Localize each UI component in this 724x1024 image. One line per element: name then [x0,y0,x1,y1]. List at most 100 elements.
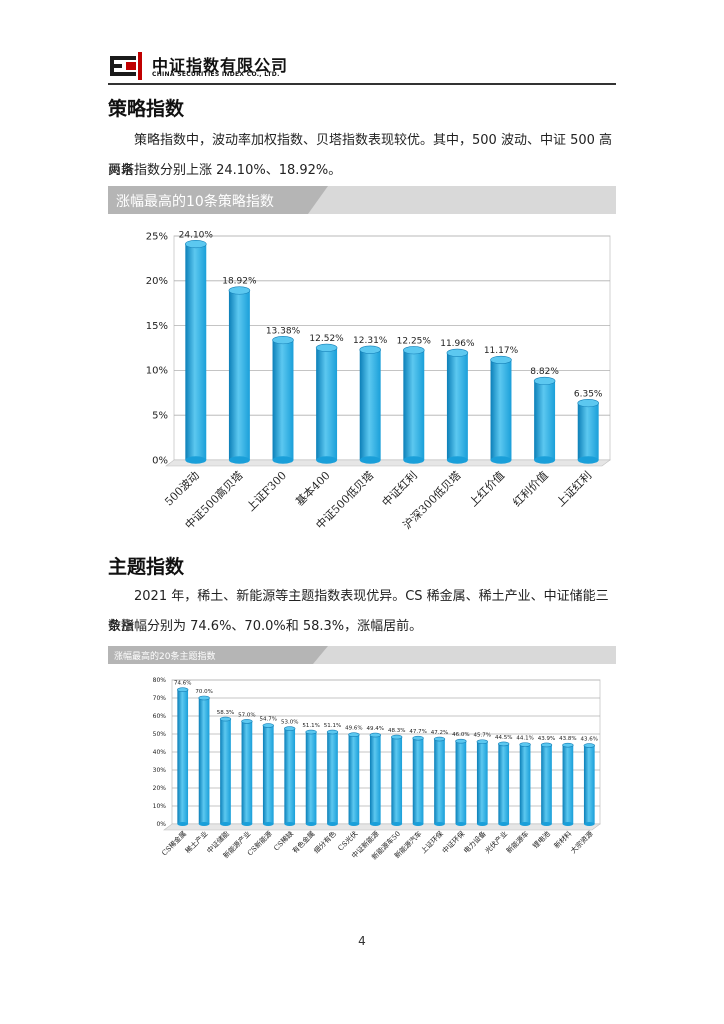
bar [348,734,360,824]
category-label: 上证红利 [554,469,594,509]
y-tick-label: 5% [152,411,168,422]
category-label: 有色金属 [290,829,316,855]
y-tick-label: 30% [153,767,167,774]
category-label: 上红价值 [467,469,507,509]
bar [305,732,317,824]
bar-top [391,734,403,740]
bar [228,290,250,460]
bar [562,745,574,824]
bar [412,738,424,824]
bar-base [185,456,207,464]
bar-top [540,742,553,748]
page-header: 中证指数有限公司 CHINA SECURITIES INDEX CO., LTD… [108,50,616,84]
y-tick-label: 70% [153,695,167,702]
y-tick-label: 20% [146,276,168,287]
bar-top [476,739,488,745]
category-label: 大宗资源 [569,829,595,855]
bar-base [305,822,317,826]
company-name-en: CHINA SECURITIES INDEX CO., LTD. [152,71,280,78]
bar [498,743,510,824]
bar [519,744,531,824]
bar-value-label: 48.3% [388,728,405,734]
bar-base [541,822,552,826]
bar-base [519,822,531,826]
category-label: 光伏产业 [483,829,509,855]
bar-top [185,239,207,249]
bar-top [219,716,232,722]
bar-base [316,456,338,464]
bar-value-label: 58.3% [217,710,234,716]
bar-top [562,742,574,748]
bar [177,689,189,824]
bar-base [476,822,488,826]
bar [455,741,467,824]
bar [577,403,599,460]
bar-top [412,735,424,741]
bar-value-label: 57.0% [238,712,255,718]
y-tick-label: 80% [153,677,167,684]
theme-bar-chart: 0% 10% 20% 30% 40% 50% 60% 70% 80% 74.6% CS稀金属 70.0… [153,677,601,862]
bar-base [241,822,253,826]
bar [284,728,296,824]
category-label: 基本400 [292,468,332,508]
bar-base [577,456,599,464]
bar-value-label: 12.25% [397,336,432,346]
y-tick-label: 0% [156,821,166,828]
category-label: 电力设备 [462,829,488,855]
bar [185,244,207,460]
bar [446,352,468,460]
bar [490,359,512,460]
bar-top [315,343,338,352]
bar [262,725,274,824]
strategy-paragraph-line1: 策略指数中，波动率加权指数、贝塔指数表现较优。其中，500 波动、中证 500 … [108,133,613,178]
bar-base [272,456,294,464]
bar [272,340,294,460]
bar [316,347,338,460]
bar-top [446,348,469,357]
bar-top [241,719,253,724]
bar-top [498,741,510,747]
bar-base [284,822,296,826]
bar-value-label: 44.1% [516,736,533,742]
theme-chart-banner: 涨幅最高的20条主题指数 [108,646,616,664]
bar-top [519,742,531,747]
category-label: 上证F300 [244,469,289,514]
bar-value-label: 11.17% [484,346,519,356]
bar-top [455,738,467,744]
bar [198,698,210,824]
strategy-paragraph-line2: 两条指数分别上涨 24.10%、18.92%。 [108,163,342,178]
bar-value-label: 11.96% [440,339,475,349]
header-divider [108,83,616,85]
bar-value-label: 24.10% [179,230,214,240]
company-name-cn: 中证指数有限公司 [152,56,289,75]
bar-value-label: 54.7% [260,717,277,723]
bar-base [198,822,210,826]
section-title-theme: 主题指数 [108,556,185,578]
bar-value-label: 47.2% [431,730,448,736]
bar-base [369,822,381,826]
bar-base [403,456,425,464]
bar-top [433,736,446,742]
bar-base [455,822,467,826]
bar-top [583,743,595,748]
bar-top [369,732,381,738]
bar-base [498,822,510,826]
y-tick-label: 40% [153,749,167,756]
y-tick-label: 20% [153,785,167,792]
bar [327,732,338,824]
bar-top [326,729,339,735]
bar-base [412,822,424,826]
bar-top [403,346,425,355]
bar-value-label: 13.38% [266,326,301,336]
bar-base [262,822,274,826]
category-label: 上证环保 [419,829,445,855]
theme-paragraph-line1: 2021 年，稀土、新能源等主题指数表现优异。CS 稀金属、稀土产业、中证储能三… [108,589,609,634]
bar-value-label: 12.31% [353,336,388,346]
bar [403,350,425,460]
category-label: 新能源车 [504,829,530,855]
section-title-strategy: 策略指数 [108,98,185,120]
bar [534,380,556,460]
bar-base [327,822,338,826]
bar-value-label: 43.6% [581,737,598,743]
bar-value-label: 43.8% [559,736,576,742]
